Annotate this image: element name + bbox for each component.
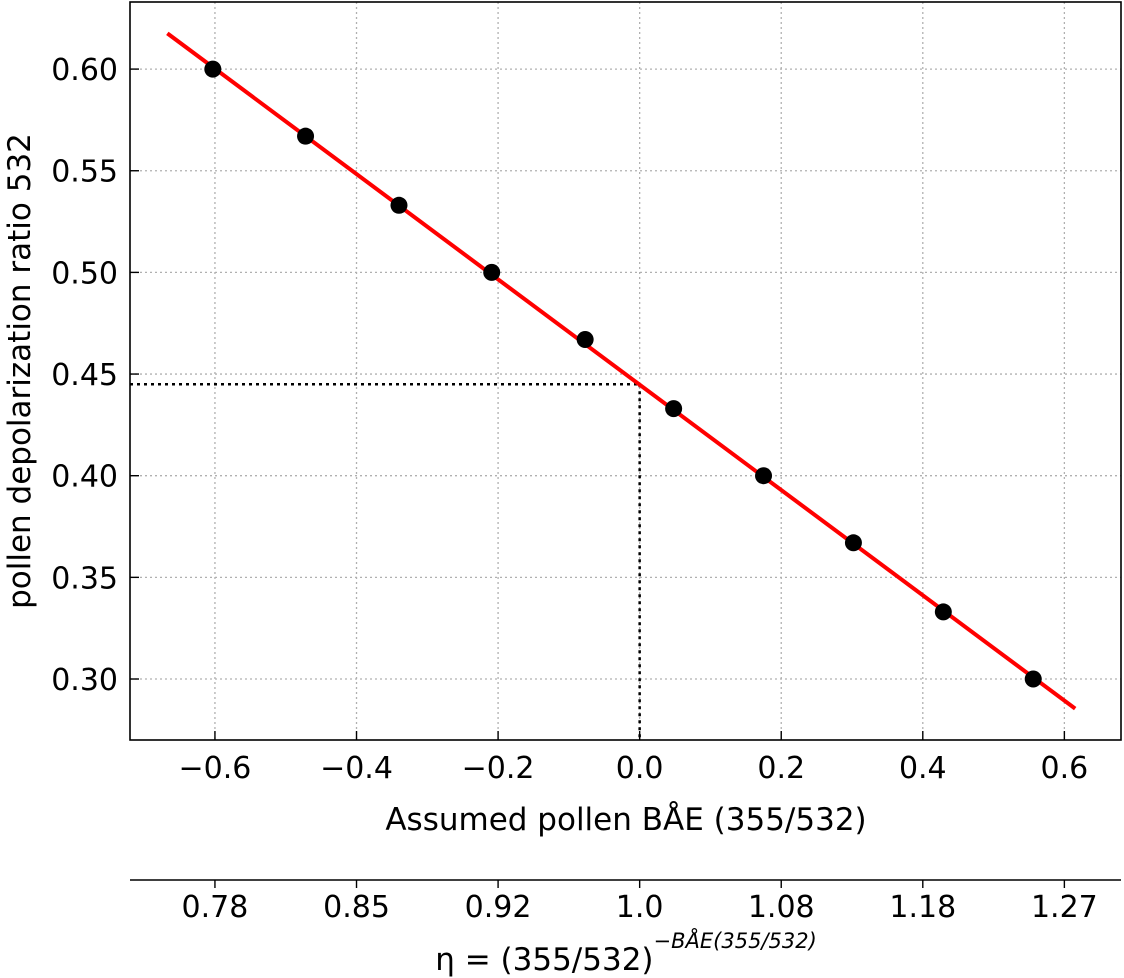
- secondary-x-axis-label-exponent: −BÅE(355/532): [654, 927, 817, 953]
- fit-line-layer: [166, 31, 1077, 711]
- secondary-x-tick-label: 0.78: [182, 890, 249, 925]
- y-axis-ticks: 0.30 0.35 0.40 0.45 0.50 0.55 0.60: [51, 53, 139, 698]
- y-tick-label: 0.35: [51, 561, 118, 596]
- secondary-x-tick-label: 1.08: [748, 890, 815, 925]
- y-axis-label: pollen depolarization ratio 532: [2, 133, 38, 609]
- y-tick-label: 0.45: [51, 358, 118, 393]
- grid: [130, 2, 1121, 740]
- x-tick-label: 0.2: [757, 751, 805, 786]
- y-tick-label: 0.50: [51, 256, 118, 291]
- fit-line: [166, 31, 1077, 711]
- data-point: [297, 127, 315, 145]
- data-point: [665, 400, 683, 418]
- secondary-x-axis-label: η = (355/532)−BÅE(355/532): [435, 927, 817, 978]
- data-point: [755, 467, 773, 485]
- secondary-x-axis-ticks: 0.78 0.85 0.92 1.0 1.08 1.18 1.27: [182, 880, 1098, 925]
- data-point: [1024, 670, 1042, 688]
- x-tick-label: −0.4: [320, 751, 393, 786]
- secondary-x-tick-label: 1.0: [616, 890, 664, 925]
- x-axis-label: Assumed pollen BÅE (355/532): [385, 802, 866, 838]
- secondary-x-axis-label-base: η = (355/532): [435, 942, 653, 978]
- data-points: [204, 60, 1042, 688]
- secondary-x-tick-label: 0.92: [465, 890, 532, 925]
- x-tick-label: 0.6: [1041, 751, 1089, 786]
- x-axis-ticks: −0.6 −0.4 −0.2 0.0 0.2 0.4 0.6: [179, 731, 1089, 786]
- x-tick-label: −0.2: [462, 751, 535, 786]
- plot-frame: [129, 1, 1122, 741]
- data-point: [390, 196, 408, 214]
- y-tick-label: 0.60: [51, 53, 118, 88]
- x-tick-label: 0.0: [616, 751, 664, 786]
- x-tick-label: −0.6: [179, 751, 252, 786]
- y-tick-label: 0.30: [51, 663, 118, 698]
- reference-lines: [130, 382, 641, 740]
- y-tick-label: 0.40: [51, 460, 118, 495]
- data-point: [483, 263, 501, 281]
- secondary-x-tick-label: 1.18: [889, 890, 956, 925]
- secondary-x-tick-label: 0.85: [323, 890, 390, 925]
- data-point: [204, 60, 222, 78]
- y-tick-label: 0.55: [51, 155, 118, 190]
- data-point: [576, 330, 594, 348]
- data-point: [934, 603, 952, 621]
- secondary-x-tick-label: 1.27: [1031, 890, 1098, 925]
- data-point: [844, 534, 862, 552]
- x-tick-label: 0.4: [899, 751, 947, 786]
